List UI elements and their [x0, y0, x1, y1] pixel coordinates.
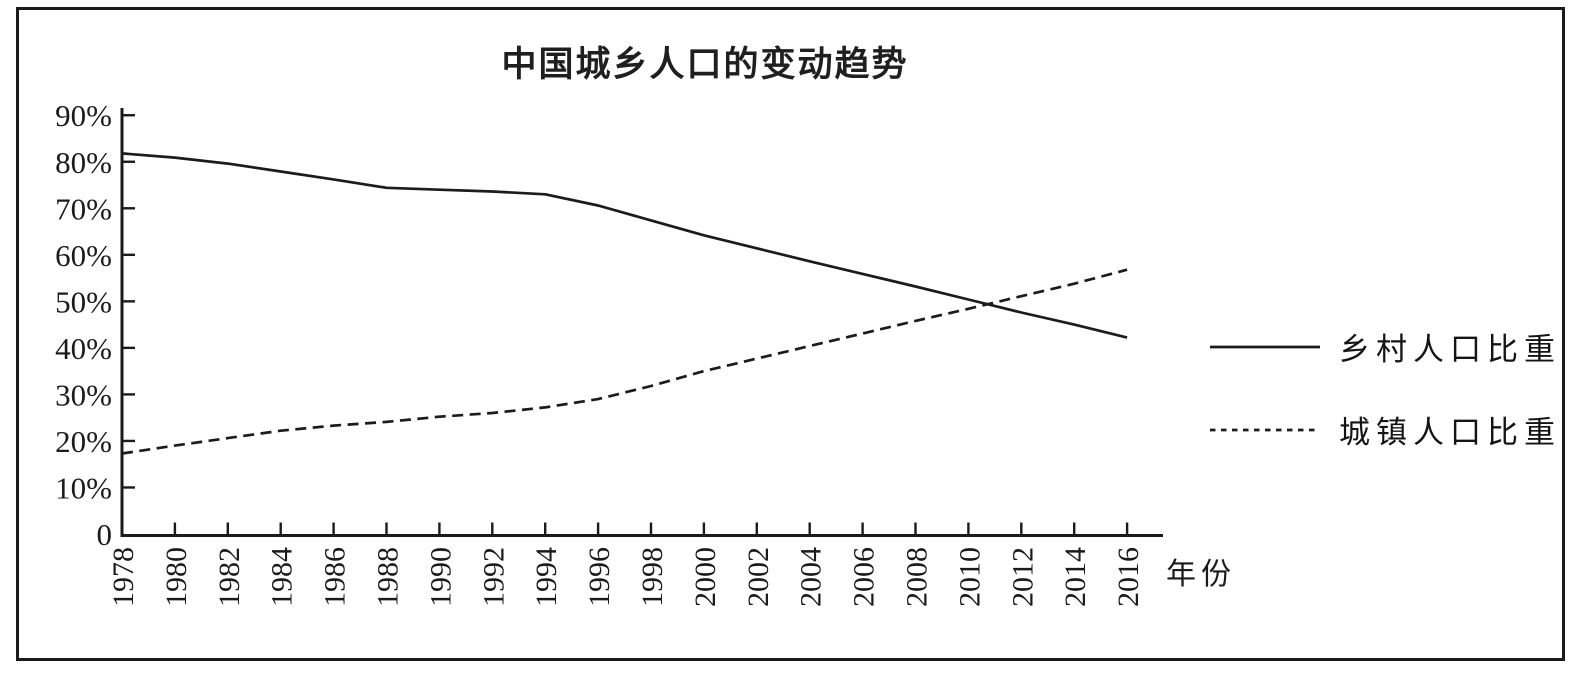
chart-legend: 乡村人口比重 城镇人口比重 — [1208, 326, 1561, 450]
y-tick-label: 40% — [55, 331, 112, 366]
x-tick-label: 1984 — [266, 547, 299, 607]
y-tick-label: 60% — [55, 238, 112, 273]
x-tick-label: 1996 — [583, 547, 616, 607]
x-tick-label: 2006 — [848, 547, 881, 607]
x-tick-label: 1990 — [424, 547, 457, 607]
y-tick-label: 0 — [97, 517, 113, 552]
x-tick-label: 1980 — [160, 547, 193, 607]
series-line-rural — [121, 152, 1128, 339]
y-tick-label: 20% — [55, 424, 112, 459]
x-tick-label: 1986 — [319, 547, 352, 607]
x-tick-label: 2002 — [742, 547, 775, 607]
x-tick-label: 2016 — [1112, 547, 1145, 607]
y-tick-label: 30% — [55, 377, 112, 412]
x-tick-label: 2010 — [953, 547, 986, 607]
x-tick-label: 1998 — [636, 547, 669, 607]
x-tick-label: 1988 — [372, 547, 405, 607]
x-axis-unit-label: 年份 — [1166, 558, 1236, 591]
x-tick-label: 1982 — [213, 547, 246, 607]
legend-label-urban: 城镇人口比重 — [1339, 414, 1561, 450]
y-tick-label: 80% — [55, 145, 112, 180]
series-line-urban — [121, 268, 1128, 455]
x-tick-label: 2004 — [795, 547, 828, 607]
y-tick-label: 90% — [55, 98, 112, 133]
legend-line-solid-icon — [1210, 345, 1320, 349]
chart-frame — [16, 7, 1565, 661]
y-tick-label: 10% — [55, 470, 112, 505]
x-tick-label: 1994 — [530, 547, 563, 607]
x-tick-label: 2012 — [1006, 547, 1039, 607]
x-tick-label: 2014 — [1059, 547, 1092, 607]
legend-label-rural: 乡村人口比重 — [1339, 331, 1561, 367]
x-tick-label: 2000 — [689, 547, 722, 607]
y-tick-label: 70% — [55, 191, 112, 226]
legend-item-rural: 乡村人口比重 — [1208, 326, 1561, 367]
x-tick-label: 1978 — [107, 547, 140, 607]
y-tick-label: 50% — [55, 284, 112, 319]
legend-item-urban: 城镇人口比重 — [1208, 409, 1561, 450]
chart-title: 中国城乡人口的变动趋势 — [501, 45, 909, 84]
legend-line-dashed-icon — [1210, 428, 1318, 432]
x-tick-label: 1992 — [477, 547, 510, 607]
x-tick-label: 2008 — [901, 547, 934, 607]
